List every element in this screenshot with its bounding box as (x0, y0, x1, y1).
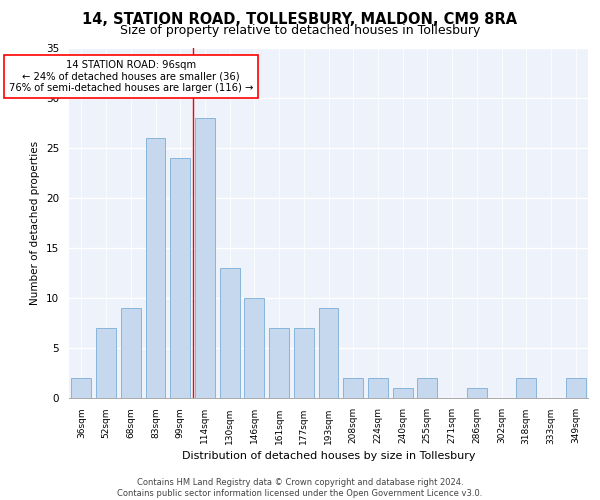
Bar (368, 378, 388, 398)
Bar (244, 298, 264, 398)
Bar (418, 378, 437, 398)
Bar (71, 378, 91, 398)
Bar (294, 328, 314, 398)
Text: 14, STATION ROAD, TOLLESBURY, MALDON, CM9 8RA: 14, STATION ROAD, TOLLESBURY, MALDON, CM… (82, 12, 518, 28)
Text: 14 STATION ROAD: 96sqm
← 24% of detached houses are smaller (36)
76% of semi-det: 14 STATION ROAD: 96sqm ← 24% of detached… (8, 60, 253, 92)
Bar (269, 328, 289, 398)
Bar (220, 268, 239, 398)
X-axis label: Distribution of detached houses by size in Tollesbury: Distribution of detached houses by size … (182, 450, 475, 460)
Bar (393, 388, 413, 398)
Bar (343, 378, 363, 398)
Bar (319, 308, 338, 398)
Bar (195, 118, 215, 398)
Bar (517, 378, 536, 398)
Bar (121, 308, 140, 398)
Bar (96, 328, 116, 398)
Bar (566, 378, 586, 398)
Bar (146, 138, 166, 398)
Text: Size of property relative to detached houses in Tollesbury: Size of property relative to detached ho… (120, 24, 480, 37)
Bar (170, 158, 190, 398)
Y-axis label: Number of detached properties: Number of detached properties (31, 140, 40, 304)
Text: Contains HM Land Registry data © Crown copyright and database right 2024.
Contai: Contains HM Land Registry data © Crown c… (118, 478, 482, 498)
Bar (467, 388, 487, 398)
